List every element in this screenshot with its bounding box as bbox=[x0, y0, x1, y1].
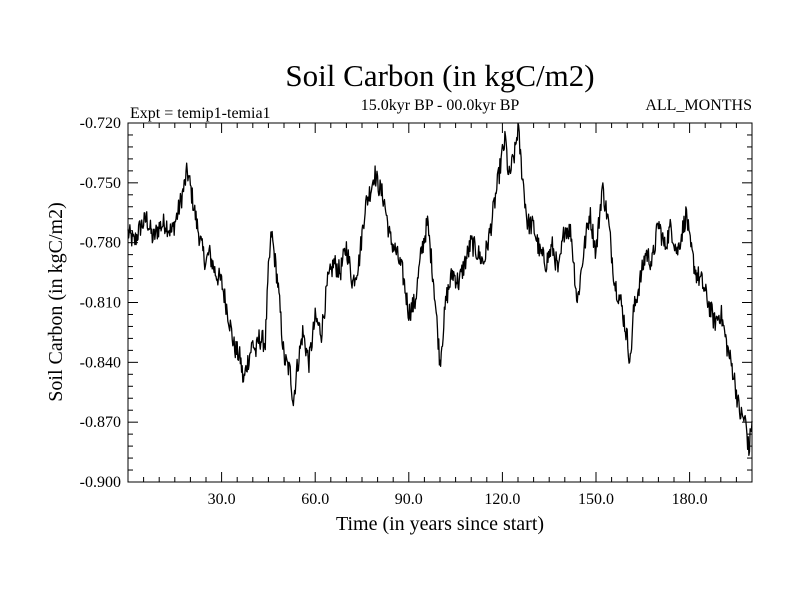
x-tick-label: 120.0 bbox=[484, 491, 520, 508]
y-tick-label: -0.810 bbox=[80, 295, 121, 312]
y-axis-label: Soil Carbon (in kgC/m2) bbox=[45, 202, 67, 401]
y-tick-label: -0.750 bbox=[80, 175, 121, 192]
chart-title: Soil Carbon (in kgC/m2) bbox=[285, 58, 594, 93]
soil-carbon-series-line bbox=[127, 122, 753, 457]
period-label: ALL_MONTHS bbox=[645, 97, 752, 114]
chart-subtitle: 15.0kyr BP - 00.0kyr BP bbox=[361, 97, 520, 114]
x-axis-label: Time (in years since start) bbox=[336, 513, 544, 535]
x-tick-label: 60.0 bbox=[301, 491, 329, 508]
x-tick-label: 30.0 bbox=[208, 491, 236, 508]
x-tick-label: 150.0 bbox=[578, 491, 614, 508]
y-tick-label: -0.720 bbox=[80, 115, 121, 132]
y-tick-label: -0.870 bbox=[80, 414, 121, 431]
y-tick-label: -0.840 bbox=[80, 354, 121, 371]
y-tick-label: -0.780 bbox=[80, 235, 121, 252]
y-tick-label: -0.900 bbox=[80, 474, 121, 491]
x-tick-label: 180.0 bbox=[672, 491, 708, 508]
y-axis: -0.900 -0.870 -0.840 -0.810 -0.780 -0.750 -0.7… bbox=[80, 115, 752, 491]
plot-frame bbox=[127, 122, 753, 483]
x-axis: 30.0 60.0 90.0 120.0 150.0 180.0 bbox=[143, 123, 737, 508]
experiment-label: Expt = temip1-temia1 bbox=[130, 105, 271, 122]
x-tick-label: 90.0 bbox=[395, 491, 423, 508]
